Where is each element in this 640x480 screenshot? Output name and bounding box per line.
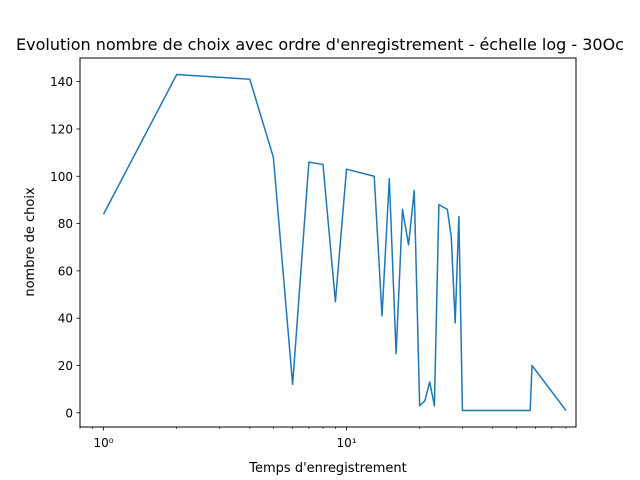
- series-line: [102, 73, 567, 412]
- x-axis-label: Temps d'enregistrement: [248, 461, 406, 476]
- x-axis: 10⁰ 10¹: [79, 427, 567, 450]
- y-tick-label: 120: [50, 122, 73, 136]
- chart-title: Evolution nombre de choix avec ordre d'e…: [16, 35, 624, 54]
- y-tick-label: 140: [50, 75, 73, 89]
- y-tick-label: 80: [58, 217, 73, 231]
- x-tick-label: 10⁰: [93, 436, 113, 450]
- y-tick-label: 40: [58, 312, 73, 326]
- y-axis: 0 20 40 60 80 100 120 140: [50, 75, 80, 420]
- plot-frame: [79, 57, 577, 428]
- plot-area: [79, 57, 577, 428]
- y-tick-label: 100: [50, 170, 73, 184]
- x-tick-label: 10¹: [336, 436, 356, 450]
- y-tick-label: 0: [65, 406, 73, 420]
- y-tick-label: 20: [58, 359, 73, 373]
- y-tick-label: 60: [58, 264, 73, 278]
- y-axis-label: nombre de choix: [23, 187, 38, 297]
